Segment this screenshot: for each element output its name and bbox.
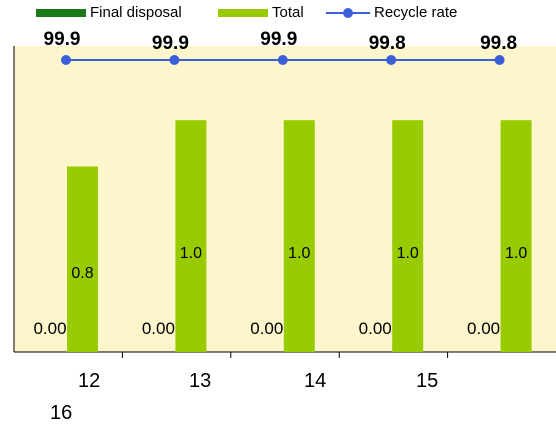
legend-swatch-total [218, 8, 268, 17]
bar-total [175, 120, 207, 352]
recycle-rate-point [494, 55, 505, 65]
data-label-recycle-rate: 99.8 [369, 33, 406, 54]
legend-swatch-recycle-rate [326, 6, 370, 20]
legend-item-final-disposal: Final disposal [36, 4, 182, 21]
legend-item-recycle-rate: Recycle rate [326, 4, 457, 21]
legend-label-recycle-rate: Recycle rate [374, 4, 458, 21]
recycle-rate-point [169, 55, 180, 65]
data-label-recycle-rate: 99.9 [44, 29, 81, 50]
data-label-total: 1.0 [397, 245, 419, 262]
data-label-total: 0.8 [71, 265, 93, 282]
bar-total [392, 120, 424, 352]
bar-total [67, 166, 98, 352]
recycle-rate-point [386, 55, 397, 65]
legend-item-total: Total [218, 4, 304, 21]
data-label-final-disposal: 0.00 [467, 319, 500, 338]
legend: Final disposal Total Recycle rate [0, 4, 556, 24]
data-label-final-disposal: 0.00 [250, 319, 283, 338]
data-label-total: 1.0 [180, 245, 202, 262]
data-label-recycle-rate: 99.8 [480, 33, 517, 54]
data-label-final-disposal: 0.00 [359, 319, 392, 338]
bar-total [283, 120, 315, 352]
data-label-final-disposal: 0.00 [33, 319, 66, 338]
legend-swatch-final-disposal [36, 8, 86, 17]
data-label-recycle-rate: 99.9 [152, 33, 189, 54]
legend-label-total: Total [272, 4, 304, 21]
recycle-rate-point [277, 55, 288, 65]
legend-label-final-disposal: Final disposal [90, 4, 182, 21]
data-label-total: 1.0 [288, 245, 310, 262]
bar-total [500, 120, 532, 352]
data-label-total: 1.0 [505, 245, 527, 262]
data-label-final-disposal: 0.00 [142, 319, 175, 338]
data-label-recycle-rate: 99.9 [260, 29, 297, 50]
recycle-rate-point [61, 55, 71, 65]
